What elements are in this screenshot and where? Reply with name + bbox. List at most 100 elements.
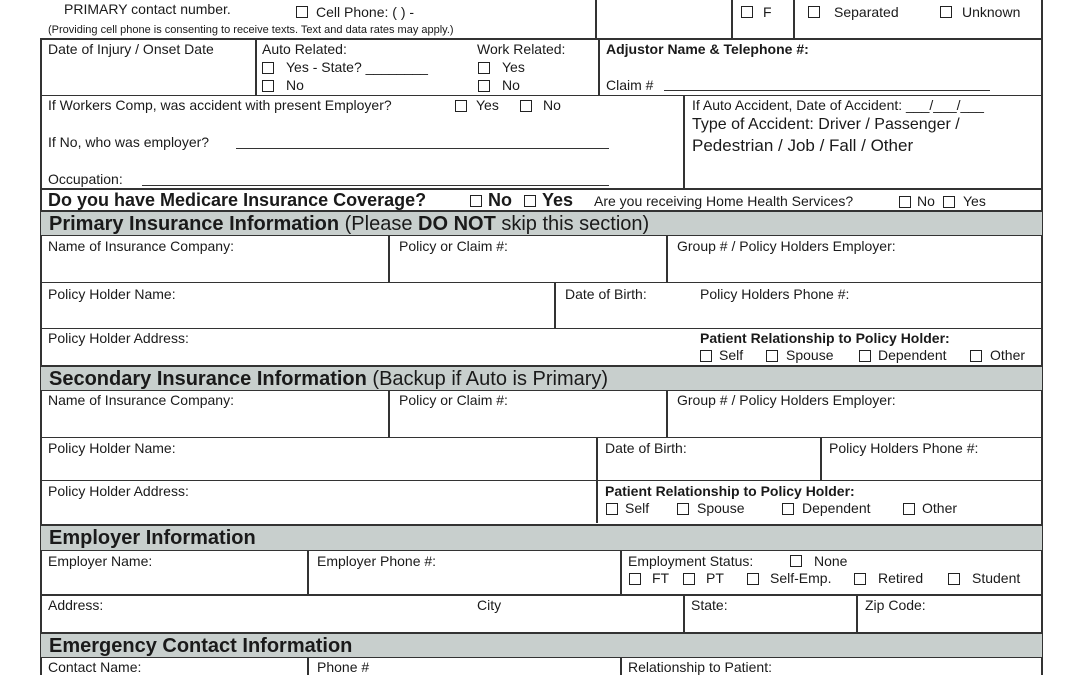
secondary-rel-self-label: Self [625, 500, 650, 516]
divider [307, 657, 309, 675]
work-no-checkbox[interactable] [478, 80, 490, 92]
claim-input[interactable] [664, 78, 990, 91]
primary-dob-field[interactable]: Date of Birth: [565, 286, 647, 302]
work-yes-checkbox[interactable] [478, 62, 490, 74]
secondary-rel-spouse-checkbox[interactable] [677, 503, 689, 515]
workers-yes-checkbox[interactable] [455, 100, 467, 112]
primary-rel-dependent-checkbox[interactable] [859, 350, 871, 362]
unknown-checkbox[interactable] [940, 6, 952, 18]
secondary-rel-spouse-label: Spouse [697, 500, 745, 516]
adjustor-label: Adjustor Name & Telephone #: [606, 41, 809, 57]
divider [388, 390, 390, 437]
separated-label: Separated [834, 4, 899, 20]
divider [40, 594, 1042, 596]
divider [856, 594, 858, 632]
employer-address-field[interactable]: Address: [48, 597, 104, 613]
cell-phone-checkbox[interactable] [296, 6, 308, 18]
secondary-address-field[interactable]: Policy Holder Address: [48, 483, 189, 499]
separated-checkbox[interactable] [808, 6, 820, 18]
primary-rel-self-label: Self [719, 347, 744, 363]
divider [595, 0, 597, 38]
occupation-label: Occupation: [48, 171, 123, 187]
employer-state-field[interactable]: State: [691, 597, 728, 613]
medicare-yes-checkbox[interactable] [524, 195, 536, 207]
employer-header: Employer Information [41, 524, 1042, 551]
home-health-no-checkbox[interactable] [899, 196, 911, 208]
secondary-holder-field[interactable]: Policy Holder Name: [48, 440, 176, 456]
section-subtitle: (Please [339, 213, 419, 235]
primary-contact-label: PRIMARY contact number. [64, 1, 231, 17]
medicare-yes-label: Yes [542, 190, 574, 210]
primary-rel-spouse-checkbox[interactable] [766, 350, 778, 362]
employer-zip-field[interactable]: Zip Code: [865, 597, 926, 613]
sex-f-checkbox[interactable] [741, 6, 753, 18]
section-subtitle: skip this section) [495, 213, 650, 235]
divider [307, 550, 309, 594]
cell-phone-label: Cell Phone: ( ) - [316, 4, 415, 20]
home-health-yes-checkbox[interactable] [943, 196, 955, 208]
form-border-right [1041, 0, 1043, 675]
status-pt-label: PT [706, 570, 724, 586]
status-ft-checkbox[interactable] [629, 573, 641, 585]
emergency-relationship-field[interactable]: Relationship to Patient: [628, 659, 772, 675]
divider [793, 0, 795, 38]
primary-holder-field[interactable]: Policy Holder Name: [48, 286, 176, 302]
employer-city-field[interactable]: City [477, 597, 502, 613]
status-self-emp-checkbox[interactable] [747, 573, 759, 585]
divider [666, 235, 668, 282]
primary-policy-field[interactable]: Policy or Claim #: [399, 238, 508, 254]
work-no-label: No [502, 77, 520, 93]
primary-group-field[interactable]: Group # / Policy Holders Employer: [677, 238, 896, 254]
work-yes-label: Yes [502, 59, 525, 75]
secondary-rel-dependent-checkbox[interactable] [782, 503, 794, 515]
primary-rel-self-checkbox[interactable] [700, 350, 712, 362]
secondary-dob-field[interactable]: Date of Birth: [605, 440, 687, 456]
section-title: Primary Insurance Information [49, 213, 340, 235]
status-none-checkbox[interactable] [790, 555, 802, 567]
secondary-rel-other-checkbox[interactable] [903, 503, 915, 515]
secondary-relationship-label: Patient Relationship to Policy Holder: [605, 483, 855, 499]
employer-input[interactable] [236, 136, 609, 149]
auto-no-checkbox[interactable] [262, 80, 274, 92]
occupation-input[interactable] [142, 173, 609, 186]
status-pt-checkbox[interactable] [683, 573, 695, 585]
divider [620, 550, 622, 594]
emergency-phone-field[interactable]: Phone # [317, 659, 370, 675]
emergency-title: Emergency Contact Information [49, 635, 353, 657]
primary-rel-other-checkbox[interactable] [970, 350, 982, 362]
primary-phone-field[interactable]: Policy Holders Phone #: [700, 286, 850, 302]
employment-status-label: Employment Status: [628, 553, 754, 569]
secondary-group-field[interactable]: Group # / Policy Holders Employer: [677, 392, 896, 408]
emergency-name-field[interactable]: Contact Name: [48, 659, 142, 675]
primary-relationship-label: Patient Relationship to Policy Holder: [700, 330, 950, 346]
work-related-label: Work Related: [477, 41, 566, 57]
claim-label: Claim # [606, 77, 654, 93]
secondary-rel-other-label: Other [922, 500, 958, 516]
primary-insurance-title: Primary Insurance Information (Please DO… [49, 213, 649, 235]
workers-yes-label: Yes [476, 97, 499, 113]
secondary-insurance-title: Secondary Insurance Information (Backup … [49, 368, 608, 390]
employer-name-field[interactable]: Employer Name: [48, 553, 153, 569]
workers-comp-question: If Workers Comp, was accident with prese… [48, 97, 392, 113]
secondary-policy-field[interactable]: Policy or Claim #: [399, 392, 508, 408]
divider [598, 38, 600, 95]
secondary-insurance-header: Secondary Insurance Information (Backup … [41, 365, 1042, 391]
divider [40, 437, 1042, 438]
medicare-no-checkbox[interactable] [470, 195, 482, 207]
unknown-label: Unknown [962, 4, 1021, 20]
primary-address-field[interactable]: Policy Holder Address: [48, 330, 189, 346]
primary-company-field[interactable]: Name of Insurance Company: [48, 238, 234, 254]
divider [620, 657, 622, 675]
status-retired-label: Retired [878, 570, 924, 586]
secondary-rel-self-checkbox[interactable] [606, 503, 618, 515]
secondary-phone-field[interactable]: Policy Holders Phone #: [829, 440, 979, 456]
divider [820, 437, 822, 480]
divider [40, 282, 1042, 283]
secondary-company-field[interactable]: Name of Insurance Company: [48, 392, 234, 408]
status-none-label: None [814, 553, 848, 569]
auto-yes-checkbox[interactable] [262, 62, 274, 74]
status-student-checkbox[interactable] [948, 573, 960, 585]
workers-no-checkbox[interactable] [520, 100, 532, 112]
employer-phone-field[interactable]: Employer Phone #: [317, 553, 437, 569]
status-retired-checkbox[interactable] [854, 573, 866, 585]
